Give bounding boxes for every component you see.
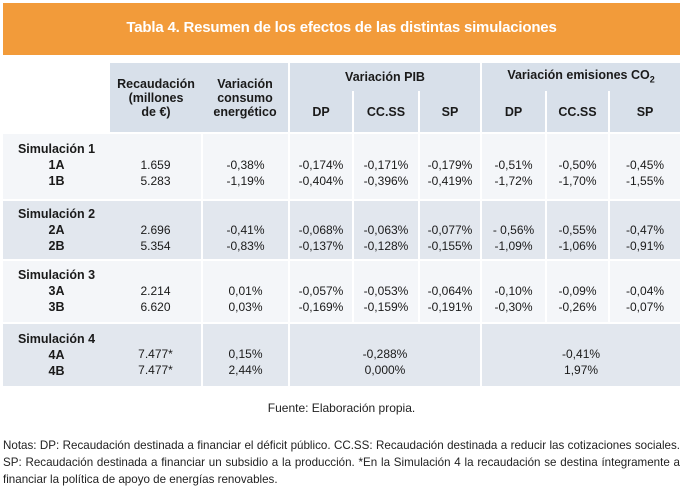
cell-value: (millones [128, 90, 184, 105]
table-title: Tabla 4. Resumen de los efectos de las d… [126, 19, 557, 36]
cell-value: -0,179% [427, 158, 473, 172]
cell-value: consumo [217, 90, 273, 105]
cell-value: -0,55% [558, 223, 597, 237]
cell-value: -0,41% [562, 347, 601, 361]
row-label: 3B [48, 300, 65, 314]
cell-value: -0,50% [558, 158, 597, 172]
cell-value: Recaudación [117, 76, 195, 91]
cell-value: 0,000% [364, 363, 406, 377]
table-title-bar: Tabla 4. Resumen de los efectos de las d… [3, 3, 680, 55]
header-pib-group: Variación PIB [287, 63, 482, 91]
cell-value: -0,30% [494, 300, 533, 314]
header-em-dp: DP [480, 91, 547, 132]
cell-value: -0,47% [626, 223, 665, 237]
header-em-sp: SP [608, 91, 681, 132]
cell-value: - 0,56% [492, 223, 535, 237]
cell-value: -0,128% [363, 239, 409, 253]
cell-value: -0,077% [427, 223, 473, 237]
cell-value: -1,72% [494, 174, 533, 188]
block-name: Simulación 2 [17, 207, 96, 221]
cell-value: 0,15% [228, 347, 263, 361]
cell-value: -0,07% [626, 300, 665, 314]
row-label: 2A [48, 223, 65, 237]
cell-value: -0,10% [494, 284, 533, 298]
cell-value: -0,04% [626, 284, 665, 298]
row-label: 2B [48, 239, 65, 253]
cell-value: -0,91% [626, 239, 665, 253]
cell-value: -0,45% [626, 158, 665, 172]
table-row: Simulación 4 4A 4B 7.477* 7.477* 0,15% 2,4… [3, 324, 681, 386]
cell-value: -0,053% [363, 284, 409, 298]
header-em-ccss: CC.SS [545, 91, 610, 132]
cell-value: 7.477* [138, 363, 173, 377]
cell-value: -0,38% [226, 158, 265, 172]
cell-value: -0,057% [298, 284, 344, 298]
cell-value: -0,191% [427, 300, 473, 314]
cell-value: 6.620 [140, 300, 171, 314]
header-recaudacion: Recaudación (millones de €) [110, 63, 202, 132]
cell-value: -0,155% [427, 239, 473, 253]
cell-value: -0,064% [427, 284, 473, 298]
header-consumo: Variación consumo energético [202, 63, 289, 132]
table-row: Simulación 1 1A 1B 1.659 5.283 -0,38% -1,1… [3, 134, 681, 199]
cell-value: -0,51% [494, 158, 533, 172]
table-row: Simulación 3 3A 3B 2.214 6.620 0,01% 0,03%… [3, 261, 681, 322]
cell-value: -0,288% [362, 347, 408, 361]
cell-value: -0,41% [226, 223, 265, 237]
cell-value: energético [213, 104, 277, 119]
cell-value: Variación [217, 76, 273, 91]
cell-value: -0,159% [363, 300, 409, 314]
cell-value: -0,419% [427, 174, 473, 188]
cell-value: 0,01% [228, 284, 263, 298]
cell-value: 1.659 [140, 158, 171, 172]
simulation-summary-table: Recaudación (millones de €) Variación co… [3, 63, 681, 386]
cell-value: -0,171% [363, 158, 409, 172]
cell-value: 2,44% [228, 363, 263, 377]
cell-value: -1,09% [494, 239, 533, 253]
row-label: 4B [48, 364, 65, 378]
cell-value: -0,396% [363, 174, 409, 188]
cell-value: -0,83% [226, 239, 265, 253]
block-name: Simulación 1 [17, 142, 96, 156]
cell-value: -0,174% [298, 158, 344, 172]
cell-value: 1,97% [564, 363, 599, 377]
cell-value: -0,137% [298, 239, 344, 253]
cell-value: 0,03% [228, 300, 263, 314]
cell-value: Variación emisiones CO [507, 67, 650, 82]
source-note: Fuente: Elaboración propia. [267, 401, 416, 415]
header-pib-dp: DP [288, 91, 353, 132]
block-name: Simulación 4 [17, 332, 96, 346]
cell-value: -0,063% [363, 223, 409, 237]
cell-value: -0,404% [298, 174, 344, 188]
cell-value: de €) [141, 104, 171, 119]
cell-value: 2.696 [140, 223, 171, 237]
header-pib-sp: SP [417, 91, 482, 132]
cell-value: -1,19% [226, 174, 265, 188]
cell-value: -1,55% [626, 174, 665, 188]
row-label: 1A [48, 158, 65, 172]
cell-value: 2.214 [140, 284, 171, 298]
cell-value: -0,169% [298, 300, 344, 314]
header-pib-ccss: CC.SS [352, 91, 419, 132]
row-label: 1B [48, 174, 65, 188]
block-name: Simulación 3 [17, 268, 96, 282]
cell-value: -0,26% [558, 300, 597, 314]
cell-value: -1,06% [558, 239, 597, 253]
row-label: 4A [48, 348, 65, 362]
row-label: 3A [48, 284, 65, 298]
cell-value: -0,068% [298, 223, 344, 237]
cell-value: 7.477* [138, 347, 173, 361]
header-emisiones-group: Variación emisiones CO2 [480, 63, 681, 91]
cell-value: 5.354 [140, 239, 171, 253]
cell-value: -0,09% [558, 284, 597, 298]
cell-value: 5.283 [140, 174, 171, 188]
cell-value: -1,70% [558, 174, 597, 188]
footnotes: Notas: DP: Recaudación destinada a finan… [3, 439, 680, 486]
table-row: Simulación 2 2A 2B 2.696 5.354 -0,41% -0,8… [3, 201, 681, 259]
